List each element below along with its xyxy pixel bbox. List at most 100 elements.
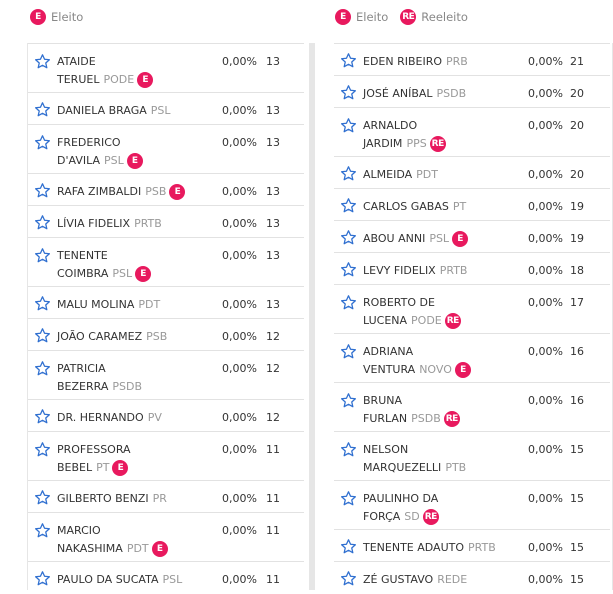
vote-count: 15	[570, 492, 584, 505]
favorite-star[interactable]	[340, 490, 357, 510]
favorite-star[interactable]	[340, 294, 357, 314]
name-line: ADRIANA	[363, 343, 471, 361]
favorite-star[interactable]	[340, 84, 357, 104]
candidate-name: ZÉ GUSTAVO REDE	[363, 571, 467, 589]
party: PDT	[126, 542, 149, 555]
name-text: LEVY FIDELIX	[363, 264, 436, 277]
favorite-star[interactable]	[340, 52, 357, 72]
favorite-star[interactable]	[34, 570, 51, 590]
favorite-star[interactable]	[340, 197, 357, 217]
favorite-star[interactable]	[34, 134, 51, 154]
vote-percent: 0,00%	[222, 298, 257, 311]
name-line: FURLAN PSDB RE	[363, 410, 460, 428]
candidate-name: ATAIDE TERUEL PODE E	[57, 53, 154, 89]
favorite-star[interactable]	[340, 229, 357, 249]
name-text: BEZERRA	[57, 380, 109, 393]
status-badge: E	[454, 362, 471, 378]
party: PSL	[429, 232, 450, 245]
vote-count: 11	[266, 524, 280, 537]
candidate-row: ROBERTO DE LUCENA PODE RE 0,00% 17	[334, 284, 610, 334]
name-text: JOÃO CARAMEZ	[57, 330, 143, 343]
party: PT	[452, 200, 467, 213]
name-line: ZÉ GUSTAVO REDE	[363, 571, 467, 589]
favorite-star[interactable]	[34, 101, 51, 121]
favorite-star[interactable]	[34, 360, 51, 380]
favorite-star[interactable]	[340, 570, 357, 590]
name-text: D'AVILA	[57, 154, 100, 167]
name-text: ABOU ANNI	[363, 232, 426, 245]
favorite-star[interactable]	[34, 295, 51, 315]
name-text: GILBERTO BENZI	[57, 492, 149, 505]
party: REDE	[437, 573, 468, 586]
vote-count: 19	[570, 200, 584, 213]
name-line: JOSÉ ANÍBAL PSDB	[363, 85, 466, 103]
favorite-star[interactable]	[340, 392, 357, 412]
vote-percent: 0,00%	[222, 217, 257, 230]
vote-count: 13	[266, 298, 280, 311]
status-badge: E	[135, 266, 152, 282]
candidate-name: BRUNA FURLAN PSDB RE	[363, 392, 460, 428]
candidate-row: GILBERTO BENZI PR 0,00% 11	[28, 480, 304, 513]
vote-count: 12	[266, 411, 280, 424]
candidate-row: FREDERICO D'AVILA PSL E 0,00% 13	[28, 124, 304, 174]
name-line: MARCIO	[57, 522, 168, 540]
name-text: VENTURA	[363, 363, 416, 376]
favorite-star[interactable]	[34, 247, 51, 267]
name-line: NELSON	[363, 441, 466, 459]
column-edge	[27, 43, 28, 590]
party: PSDB	[436, 87, 467, 100]
candidate-row: JOÃO CARAMEZ PSB 0,00% 12	[28, 318, 304, 351]
favorite-star[interactable]	[340, 261, 357, 281]
favorite-star[interactable]	[34, 522, 51, 542]
name-text: ALMEIDA	[363, 168, 413, 181]
favorite-star[interactable]	[34, 408, 51, 428]
name-text: JOSÉ ANÍBAL	[363, 87, 433, 100]
name-line: PAULO DA SUCATA PSL	[57, 571, 182, 589]
candidate-name: TENENTE COIMBRA PSL E	[57, 247, 152, 283]
party: PSL	[150, 104, 171, 117]
vote-percent: 0,00%	[222, 55, 257, 68]
vote-percent: 0,00%	[222, 573, 257, 586]
vote-percent: 0,00%	[222, 104, 257, 117]
candidate-name: PATRICIA BEZERRA PSDB	[57, 360, 142, 396]
vote-percent: 0,00%	[528, 541, 563, 554]
candidate-row: ADRIANA VENTURA NOVO E 0,00% 16	[334, 333, 610, 383]
name-line: ARNALDO	[363, 117, 446, 135]
vote-percent: 0,00%	[222, 524, 257, 537]
vote-count: 13	[266, 55, 280, 68]
candidate-row: TENENTE COIMBRA PSL E 0,00% 13	[28, 237, 304, 287]
name-line: BEZERRA PSDB	[57, 378, 142, 396]
favorite-star[interactable]	[34, 327, 51, 347]
vote-count: 19	[570, 232, 584, 245]
favorite-star[interactable]	[34, 182, 51, 202]
name-text: JARDIM	[363, 137, 403, 150]
name-text: CARLOS GABAS	[363, 200, 449, 213]
favorite-star[interactable]	[340, 343, 357, 363]
favorite-star[interactable]	[34, 53, 51, 73]
favorite-star[interactable]	[340, 165, 357, 185]
status-badge: E	[151, 541, 168, 557]
favorite-star[interactable]	[340, 117, 357, 137]
favorite-star[interactable]	[34, 489, 51, 509]
favorite-star[interactable]	[34, 214, 51, 234]
name-text: BRUNA	[363, 394, 402, 407]
party: SD	[404, 510, 420, 523]
favorite-star[interactable]	[340, 441, 357, 461]
vote-percent: 0,00%	[222, 136, 257, 149]
name-text: ARNALDO	[363, 119, 418, 132]
name-text: TERUEL	[57, 73, 100, 86]
candidate-name: DR. HERNANDO PV	[57, 409, 162, 427]
candidate-name: ALMEIDA PDT	[363, 166, 438, 184]
vote-count: 21	[570, 55, 584, 68]
candidate-row: TENENTE ADAUTO PRTB 0,00% 15	[334, 529, 610, 562]
favorite-star[interactable]	[340, 538, 357, 558]
name-text: DR. HERNANDO	[57, 411, 144, 424]
candidate-name: RAFA ZIMBALDI PSB E	[57, 183, 186, 201]
name-text: EDEN RIBEIRO	[363, 55, 443, 68]
status-badge: E	[452, 231, 469, 247]
vote-percent: 0,00%	[222, 185, 257, 198]
party: PPS	[406, 137, 427, 150]
vote-percent: 0,00%	[528, 87, 563, 100]
candidate-row: EDEN RIBEIRO PRB 0,00% 21	[334, 43, 610, 76]
favorite-star[interactable]	[34, 441, 51, 461]
